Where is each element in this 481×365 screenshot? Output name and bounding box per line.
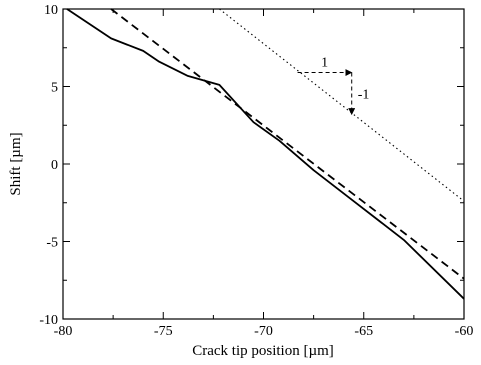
- series-line-solid: [66, 8, 465, 300]
- series-group: [66, 8, 465, 300]
- series-line-dotted: [219, 8, 465, 202]
- x-tick-label: -60: [455, 324, 474, 339]
- slope-label-run: 1: [321, 56, 328, 71]
- x-tick-label: -80: [54, 324, 73, 339]
- y-tick-label: -5: [46, 236, 58, 251]
- slope-label-rise: -1: [358, 87, 370, 102]
- x-tick-label: -65: [354, 324, 373, 339]
- y-tick-label: 5: [51, 81, 58, 96]
- series-line-dashed: [110, 8, 465, 280]
- y-axis-title: Shift [µm]: [8, 132, 24, 195]
- axis-ticks: -80 -75 -70 -65 -60 -10 -5 0 5 10: [39, 3, 473, 339]
- plot-frame: [62, 8, 465, 320]
- x-tick-label: -75: [154, 324, 173, 339]
- x-axis-title: Crack tip position [µm]: [192, 343, 334, 359]
- y-tick-label: 10: [44, 3, 58, 18]
- y-tick-label: -10: [39, 313, 58, 328]
- y-tick-label: 0: [51, 158, 58, 173]
- x-tick-label: -70: [254, 324, 273, 339]
- slope-annotation: 1 -1: [297, 56, 370, 116]
